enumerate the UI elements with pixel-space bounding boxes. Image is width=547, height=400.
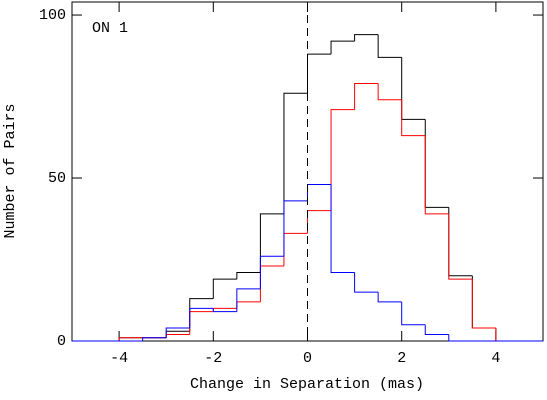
histogram-step	[330, 184, 355, 274]
histogram-step	[354, 34, 379, 42]
x-tick-label: 0	[303, 350, 312, 367]
histogram-step	[236, 272, 261, 280]
histogram-step	[189, 298, 214, 332]
x-tick-label: 4	[491, 350, 500, 367]
histogram-step	[424, 135, 449, 215]
histogram-step	[212, 278, 237, 299]
x-axis-label: Change in Separation (mas)	[190, 376, 424, 393]
x-tick-label: -2	[204, 350, 222, 367]
histogram-step	[354, 272, 379, 293]
histogram-step	[236, 301, 261, 309]
histogram-step	[330, 109, 355, 211]
annotation: ON 1	[92, 20, 128, 37]
histogram-step	[401, 99, 426, 137]
histogram-step	[142, 337, 167, 341]
histogram-step	[377, 34, 402, 58]
histogram-step	[377, 292, 402, 303]
histogram-step	[377, 83, 402, 101]
histogram-step	[424, 324, 449, 335]
histogram-step	[189, 311, 214, 335]
histogram-step	[259, 265, 284, 302]
histogram-step	[401, 301, 426, 326]
histogram-step	[354, 82, 379, 110]
histogram-step	[118, 337, 143, 341]
histogram-step	[259, 213, 284, 273]
histogram-step	[330, 40, 355, 55]
y-tick-label: 50	[48, 170, 66, 187]
histogram-step	[424, 119, 449, 208]
histogram-step	[236, 288, 261, 312]
x-tick-label: -4	[110, 350, 128, 367]
histogram-step	[212, 308, 237, 313]
histogram-step	[495, 327, 520, 342]
histogram-step	[471, 275, 496, 329]
x-tick-label: 2	[397, 350, 406, 367]
y-tick-label: 0	[57, 333, 66, 350]
histogram-step	[189, 307, 214, 328]
histogram-step	[283, 200, 308, 257]
y-tick-label: 100	[39, 7, 66, 24]
histogram-step	[448, 334, 473, 342]
histogram-step	[307, 184, 332, 201]
histogram-step	[283, 92, 308, 214]
histogram-step	[495, 327, 520, 342]
histogram-step	[448, 213, 473, 280]
histogram-step	[307, 210, 332, 234]
histogram-step	[165, 327, 190, 338]
histogram-step	[448, 207, 473, 277]
histogram-step	[165, 333, 190, 338]
y-axis-label: Number of Pairs	[2, 103, 19, 238]
histogram-step	[401, 57, 426, 120]
histogram-step	[259, 255, 284, 289]
histogram-step	[471, 279, 496, 329]
histogram-step	[307, 53, 332, 94]
histogram-step	[283, 232, 308, 267]
